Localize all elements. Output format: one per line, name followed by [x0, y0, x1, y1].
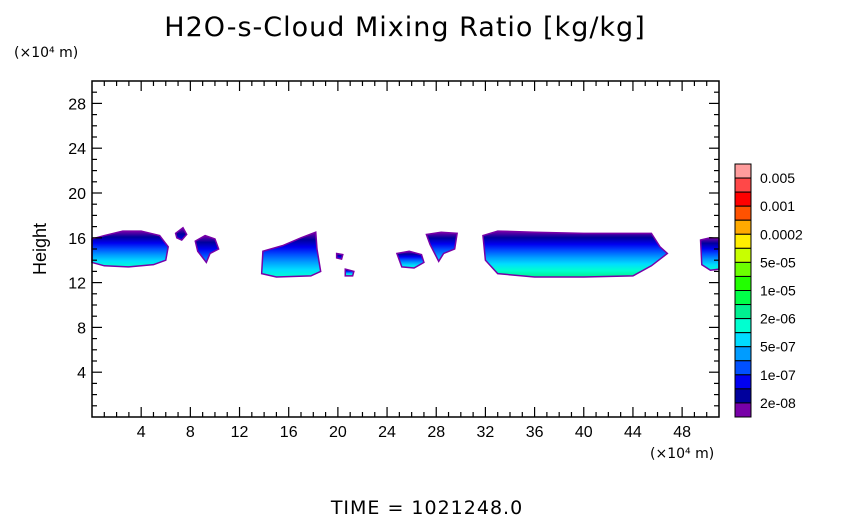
x-tick-label: 48 — [673, 424, 691, 441]
y-axis-label: Height — [30, 223, 50, 275]
x-tick-label: 24 — [378, 424, 396, 441]
colorbar-swatch — [734, 261, 752, 277]
cloud-region — [91, 230, 170, 268]
x-tick-label: 12 — [231, 424, 249, 441]
y-tick-label: 16 — [68, 231, 86, 248]
colorbar-label: 1e-07 — [760, 367, 796, 383]
y-axis-unit-label: (×10⁴ m) — [14, 45, 79, 61]
y-tick-label: 8 — [77, 320, 86, 337]
cloud-region — [194, 234, 220, 264]
x-axis-unit-label: (×10⁴ m) — [650, 446, 715, 462]
x-tick-label: 36 — [526, 424, 544, 441]
x-tick-label: 8 — [186, 424, 195, 441]
cloud-region — [482, 230, 669, 278]
colorbar-swatch — [734, 163, 752, 179]
x-tick-label: 40 — [575, 424, 593, 441]
colorbar-label: 0.001 — [760, 198, 795, 214]
x-tick-label: 4 — [137, 424, 146, 441]
colorbar-swatch — [734, 247, 752, 263]
colorbar-label: 2e-06 — [760, 311, 796, 327]
colorbar-swatch — [734, 402, 752, 418]
x-tick-label: 20 — [329, 424, 347, 441]
cloud-region — [425, 231, 459, 263]
y-tick-label: 28 — [68, 96, 86, 113]
colorbar-swatch — [734, 360, 752, 376]
colorbar-swatch — [734, 219, 752, 235]
colorbar-swatch — [734, 346, 752, 362]
colorbar-swatch — [734, 177, 752, 193]
colorbar-swatch — [734, 275, 752, 292]
x-tick-label: 16 — [280, 424, 298, 441]
cloud-region — [260, 231, 322, 278]
colorbar-swatch — [734, 233, 752, 249]
colorbar-swatch — [734, 290, 752, 306]
y-tick-label: 20 — [68, 186, 86, 203]
x-tick-label: 32 — [477, 424, 495, 441]
colorbar-swatch — [734, 332, 752, 348]
x-tick-label: 44 — [624, 424, 642, 441]
y-tick-label: 24 — [68, 141, 86, 158]
colorbar-label: 2e-08 — [760, 395, 796, 411]
cloud-region — [335, 252, 344, 260]
cloud-region — [395, 250, 425, 269]
colorbar-label: 0.0002 — [760, 226, 803, 242]
cloud-region — [699, 237, 720, 272]
y-tick-label: 4 — [77, 365, 86, 382]
colorbar-swatch — [734, 318, 752, 334]
y-tick-label: 12 — [68, 276, 86, 293]
colorbar-swatch — [734, 205, 752, 221]
colorbar-swatch — [734, 388, 752, 404]
colorbar-label: 1e-05 — [760, 283, 796, 299]
colorbar-swatch — [734, 374, 752, 390]
colorbar-swatch — [734, 191, 752, 207]
chart-title: H2O-s-Cloud Mixing Ratio [kg/kg] — [164, 12, 646, 43]
time-footer: TIME = 1021248.0 — [330, 497, 524, 519]
colorbar-swatch — [734, 304, 752, 320]
cloud-region — [344, 268, 355, 277]
colorbar-label: 5e-05 — [760, 254, 796, 270]
cloud-region — [174, 226, 188, 241]
colorbar-label: 0.005 — [760, 170, 795, 186]
colorbar-label: 5e-07 — [760, 339, 796, 355]
x-tick-label: 28 — [427, 424, 445, 441]
